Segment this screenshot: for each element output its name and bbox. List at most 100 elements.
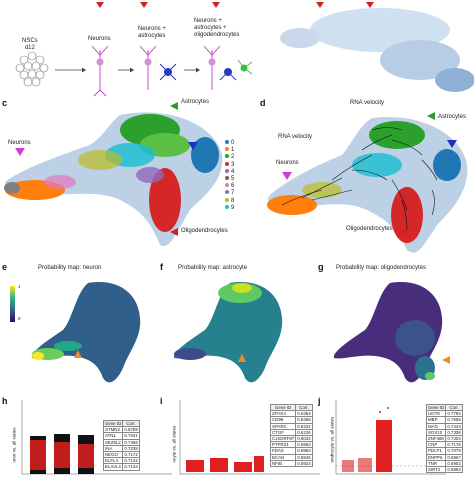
table-cell: 0.6967 [445, 453, 463, 461]
table-cell: 0.6354 [295, 410, 313, 418]
table-cell: 0.7336 [445, 428, 463, 437]
table-cell: 0.5953 [295, 447, 313, 455]
table-cell: 0.7134 [122, 463, 140, 471]
table-cell: 0.6902 [445, 459, 463, 468]
table-cell: 0.5962 [295, 441, 313, 449]
legend-item: 4 [225, 168, 235, 176]
table-cell: STMN2 [102, 426, 124, 434]
table-cell: 0.6358 [295, 416, 313, 424]
legend-label: 6 [231, 183, 235, 190]
prob-oligo-title: Probability map: oligodendrocytes [336, 265, 427, 271]
table-header-cell: Corr. [122, 419, 140, 428]
label-neurons-c: Neurons [8, 140, 31, 146]
table-cell: ZNF488 [425, 434, 447, 443]
panel-letter-g: g [318, 262, 324, 272]
legend-item: 5 [225, 176, 234, 183]
prob-astrocyte-title: Probability map: astrocyte [178, 265, 248, 271]
legend-item: 6 [225, 183, 234, 190]
rna-velocity-plot [267, 112, 468, 253]
table-cell: 0.8789 [122, 426, 140, 434]
legend-dot-icon [225, 197, 229, 202]
table-cell: 0.7466 [122, 438, 140, 446]
panel-letter-h: h [2, 396, 8, 406]
table-header-row: Gene ID Corr. [425, 403, 463, 412]
table-row: ZFHX4 0.6354 [269, 410, 313, 418]
rna-velocity-title: RNA velocity [350, 100, 385, 106]
table-cell: SEZ6L2 [102, 438, 124, 446]
table-row: ZNF488 0.7304 [425, 434, 463, 443]
label-neurons-d: Neurons [276, 160, 299, 166]
ylabel-i: ocyte vs. all states [171, 425, 177, 463]
legend-dot-icon [225, 161, 229, 166]
table-cell: 0.7656 [445, 416, 463, 424]
panel-letter-i: i [160, 396, 163, 406]
table-row: SOX10 0.7336 [425, 428, 463, 437]
label-oligodendrocytes-c: Oligodendrocytes [181, 228, 228, 234]
legend-label: 8 [231, 197, 235, 204]
legend-item: 2 [225, 154, 234, 161]
table-row: TNR 0.6902 [425, 459, 463, 468]
table-cell: 0.7631 [122, 432, 140, 440]
legend-dot-icon [225, 168, 229, 173]
legend-item: 9 [225, 204, 235, 212]
panel-letter-d: d [260, 98, 266, 108]
legend-label: 1 [231, 147, 235, 154]
table-header-cell: Corr. [295, 403, 313, 412]
table-cell: 0.7304 [445, 434, 463, 443]
table-row: PDLP1 0.7079 [425, 447, 463, 455]
table-row: NFIB 0.5923 [269, 459, 313, 468]
table-cell: 0.7172 [122, 450, 140, 459]
table-row: ENPP6 0.6967 [425, 453, 463, 461]
table-cell: 0.6226 [295, 428, 313, 437]
legend-dot-icon [225, 147, 229, 152]
table-row: ELAVL4 0.7134 [102, 463, 140, 471]
scatter-h [21, 400, 172, 475]
nsc-label: NSCs d12 [22, 38, 38, 51]
table-cell: NFIB [269, 459, 297, 468]
nsc-sphere-icon [15, 2, 474, 97]
label-oligodendrocytes-d: Oligodendrocytes [346, 226, 393, 232]
label-astrocytes-d: Astrocytes [438, 114, 467, 120]
colorbar-bottom: 0 [18, 316, 21, 321]
legend-item: 8 [225, 197, 235, 205]
table-row: SPARC 0.6234 [269, 422, 313, 430]
legend-dot-icon [225, 176, 229, 181]
table-cell: 0.6234 [295, 422, 313, 430]
table-row: MAG 0.7444 [425, 422, 463, 430]
legend-item: 3 [225, 161, 234, 169]
legend-dot-icon [225, 154, 229, 159]
table-row: SIRT2 0.6893 [425, 466, 463, 474]
legend-label: 9 [231, 204, 235, 211]
prob-map-oligodendrocytes [333, 282, 450, 383]
panel-letter-e: e [2, 262, 8, 272]
umap-clusters-c [4, 102, 223, 246]
table-cell: 0.7142 [122, 457, 140, 465]
table-header-cell: Corr. [445, 403, 463, 412]
umap-top-right [280, 8, 474, 92]
table-cell: 0.7176 [445, 441, 463, 449]
table-header-row: Gene ID Corr. [102, 419, 140, 428]
table-row: CTGF 0.6226 [269, 428, 313, 437]
table-cell: C10ORF87 [269, 434, 297, 443]
stage-label-3: Neurons + astrocytes + oligodendrocytes [194, 18, 240, 38]
legend-item: 1 [225, 147, 234, 154]
legend-item: 0 [225, 140, 234, 147]
table-cell: 0.6034 [295, 434, 313, 443]
legend-dot-icon [225, 190, 229, 195]
ylabel-j: endrocyte vs. all states [329, 416, 335, 463]
table-cell: 0.5945 [295, 453, 313, 461]
table-cell: ELAVL4 [102, 463, 124, 471]
panel-letter-j: j [318, 396, 321, 406]
table-row: STMN2 0.8789 [102, 426, 140, 434]
legend-dot-icon [225, 183, 229, 188]
gene-table-j: Gene ID Corr. UGT8 0.7794 MBP 0.7656 MAG 0.7444… [425, 403, 463, 474]
table-cell: 0.6893 [445, 466, 463, 474]
table-row: CD99 0.6358 [269, 416, 313, 424]
gene-table-h: Gene ID Corr. STMN2 0.8789 ATN1 0.7631 SEZ6L2 0… [102, 419, 140, 471]
table-row: ATN1 0.7631 [102, 432, 140, 440]
table-row: NEGO 0.7172 [102, 450, 140, 459]
legend-label: 4 [231, 168, 235, 175]
legend-dot-icon [225, 140, 229, 144]
colorbar [10, 286, 15, 322]
